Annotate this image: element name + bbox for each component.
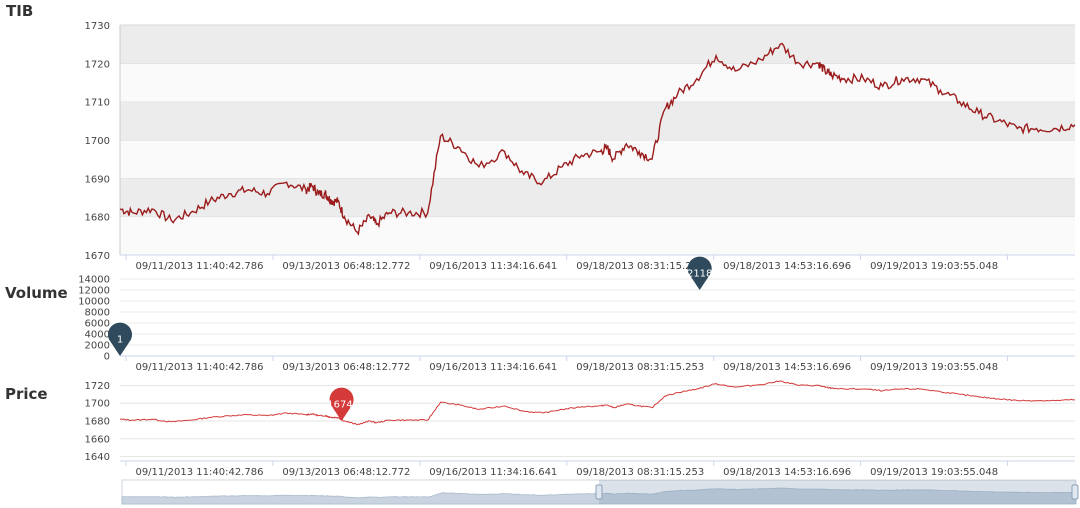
y-tick-label: 14000 (78, 275, 110, 286)
x-tick-label: 09/16/2013 11:34:16.641 (429, 261, 557, 272)
x-tick-label: 09/16/2013 11:34:16.641 (429, 467, 557, 478)
y-tick-label: 10000 (78, 297, 110, 308)
flag-label: 2118 (687, 269, 712, 280)
x-tick-label: 09/13/2013 06:48:12.772 (282, 362, 410, 373)
y-tick-label: 1640 (85, 452, 110, 463)
x-tick-label: 09/11/2013 11:40:42.786 (135, 261, 263, 272)
tib-x-ticks: 09/11/2013 11:40:42.786 09/13/2013 06:48:… (120, 254, 1075, 272)
y-tick-label: 1660 (85, 434, 110, 445)
flag-marker: 1 (108, 322, 132, 356)
flag-label: 1 (117, 335, 123, 346)
volume-x-ticks: 09/11/2013 11:40:42.786 09/13/2013 06:48:… (120, 355, 1075, 373)
y-tick-label: 1720 (85, 381, 110, 392)
y-tick-label: 4000 (85, 330, 110, 341)
x-tick-label: 09/18/2013 08:31:15.253 (576, 362, 704, 373)
tib-price-line (119, 42, 1076, 236)
grid-band (120, 216, 1075, 255)
grid-band (120, 140, 1075, 179)
price-x-ticks: 09/11/2013 11:40:42.786 09/13/2013 06:48:… (120, 460, 1075, 478)
x-tick-label: 09/18/2013 08:31:15.253 (576, 261, 704, 272)
y-tick-label: 0 (104, 352, 110, 363)
volume-title: Volume (5, 284, 68, 302)
flag-shape (687, 256, 712, 290)
price-flags: 1674. (327, 387, 356, 421)
x-tick-label: 09/19/2013 19:03:55.048 (870, 467, 998, 478)
panel-price: Price 1720 1700 1680 1660 1640 09/11/2013 11… (5, 380, 1076, 478)
price-line (119, 380, 1076, 426)
range-navigator[interactable] (121, 479, 1079, 505)
x-tick-label: 09/11/2013 11:40:42.786 (135, 362, 263, 373)
y-tick-label: 1700 (85, 399, 110, 410)
y-tick-label: 1680 (85, 213, 110, 224)
volume-grid (120, 278, 1075, 357)
grid-band (120, 101, 1075, 140)
y-tick-label: 1680 (85, 417, 110, 428)
y-tick-label: 6000 (85, 319, 110, 330)
volume-flags: 1 2118 (108, 256, 712, 356)
x-tick-label: 09/11/2013 11:40:42.786 (135, 467, 263, 478)
navigator-left-handle[interactable] (595, 484, 603, 500)
y-tick-label: 1720 (85, 59, 110, 70)
y-tick-label: 1690 (85, 174, 110, 185)
x-tick-label: 09/18/2013 08:31:15.253 (576, 467, 704, 478)
flag-label: 1674. (327, 400, 356, 411)
y-tick-label: 1700 (85, 136, 110, 147)
x-tick-label: 09/19/2013 19:03:55.048 (870, 362, 998, 373)
panel-volume: Volume 14000120001000080006000400020000 … (5, 256, 1075, 373)
tib-y-ticks: 1730 1720 1710 1700 1690 1680 1670 (85, 21, 110, 262)
y-tick-label: 1730 (85, 21, 110, 32)
x-tick-label: 09/18/2013 14:53:16.696 (723, 362, 851, 373)
x-tick-label: 09/19/2013 19:03:55.048 (870, 261, 998, 272)
navigator-selected-range[interactable] (599, 480, 1076, 504)
x-tick-label: 09/13/2013 06:48:12.772 (282, 467, 410, 478)
grid-band (120, 178, 1075, 217)
y-tick-label: 2000 (85, 341, 110, 352)
y-tick-label: 1710 (85, 98, 110, 109)
x-tick-label: 09/18/2013 14:53:16.696 (723, 261, 851, 272)
flag-shape (329, 387, 354, 421)
x-tick-label: 09/13/2013 06:48:12.772 (282, 261, 410, 272)
x-tick-label: 09/16/2013 11:34:16.641 (429, 362, 557, 373)
y-tick-label: 8000 (85, 308, 110, 319)
panel-tib: TIB 1730 1720 1710 1700 1690 1680 1670 09/11/2… (6, 2, 1076, 272)
flag-marker: 2118 (687, 256, 712, 290)
y-tick-label: 1670 (85, 251, 110, 262)
flag-shape (108, 322, 132, 356)
price-y-ticks: 1720 1700 1680 1660 1640 (85, 381, 110, 463)
tib-grid-bands (119, 24, 1075, 255)
price-title: Price (5, 385, 48, 403)
grid-band (120, 25, 1075, 64)
y-tick-label: 12000 (78, 286, 110, 297)
navigator-right-handle[interactable] (1071, 484, 1079, 500)
x-tick-label: 09/18/2013 14:53:16.696 (723, 467, 851, 478)
tib-title: TIB (6, 2, 33, 20)
price-grid (120, 384, 1075, 458)
flag-marker: 1674. (327, 387, 356, 421)
